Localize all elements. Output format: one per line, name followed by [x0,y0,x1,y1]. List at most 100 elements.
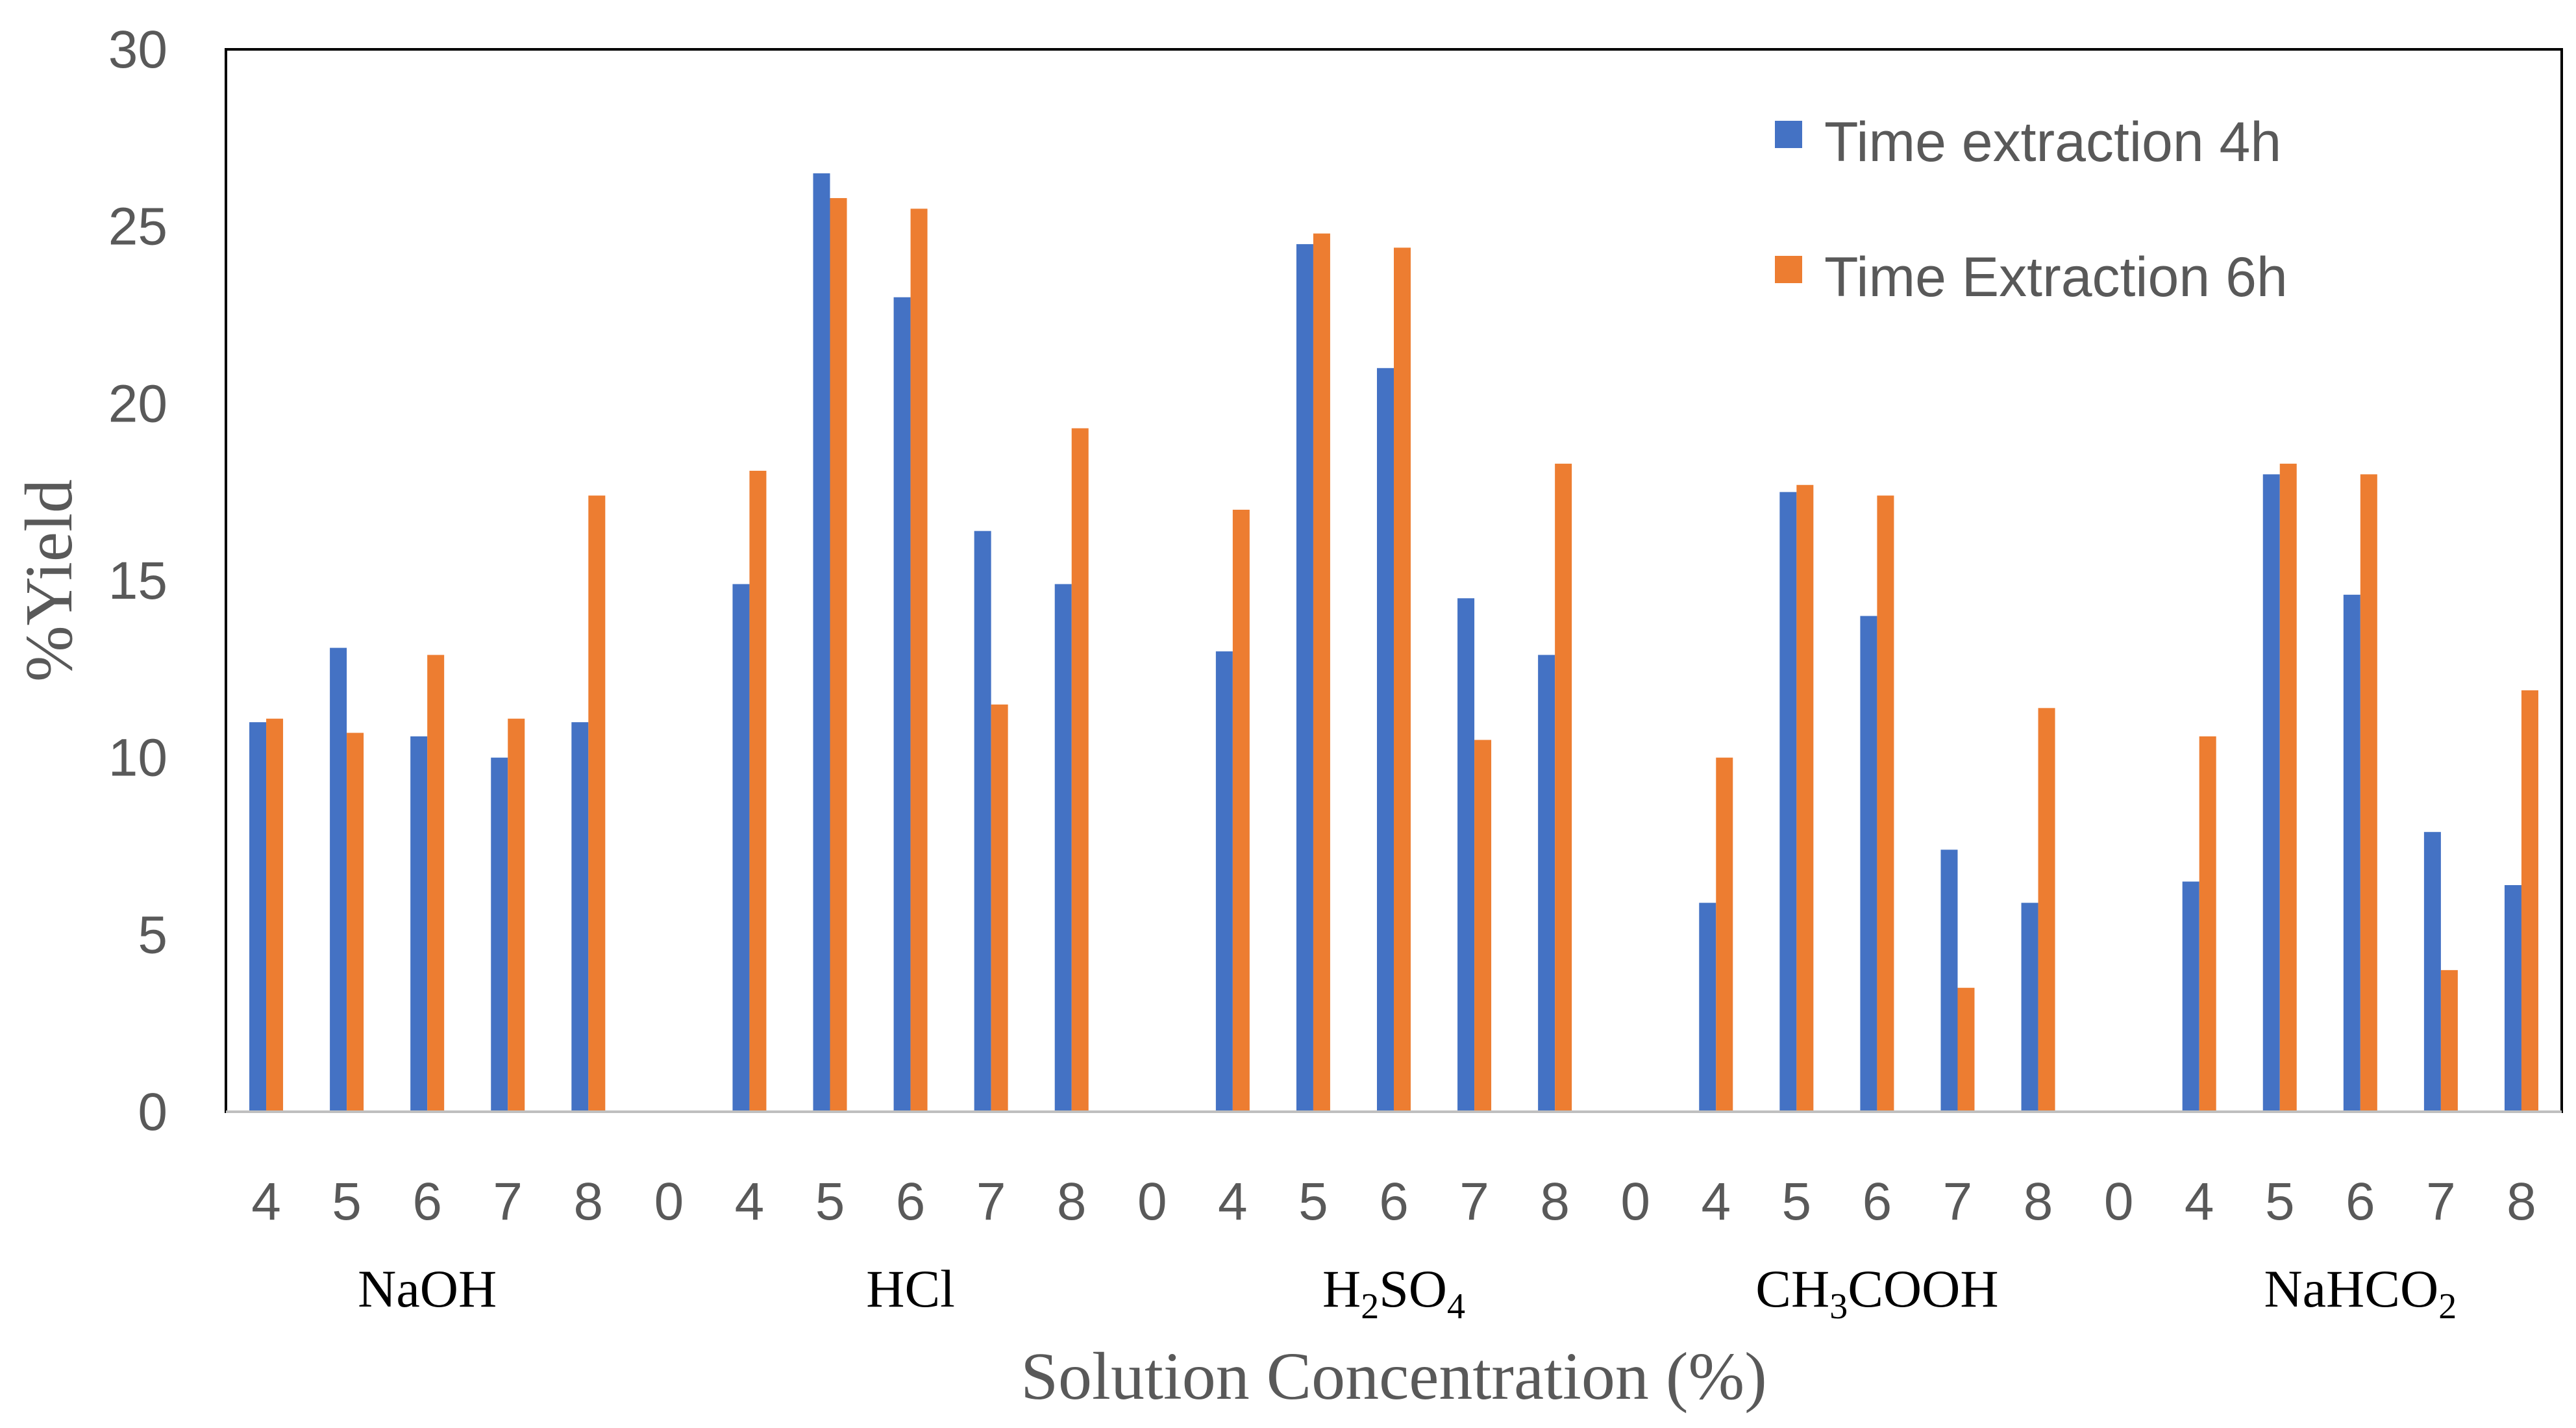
x-tick-label: 0 [2104,1172,2134,1231]
bar-6h [910,208,928,1112]
x-tick-label: 8 [2024,1172,2053,1231]
x-tick-label: 0 [1137,1172,1167,1231]
x-tick-label: 7 [976,1172,1006,1231]
bar-6h [2521,690,2538,1112]
bar-6h [1474,740,1492,1112]
bar-6h [1071,428,1089,1112]
x-tick-label: 6 [1379,1172,1409,1231]
bar-4h [2262,474,2280,1112]
x-axis-title: Solution Concentration (%) [1021,1339,1767,1414]
bar-4h [1377,368,1394,1112]
bar-6h [830,198,847,1112]
bar-4h [893,297,911,1112]
group-label-h2so4: H2SO4 [1322,1259,1465,1327]
bar-6h [2440,970,2458,1112]
group-labels: NaOH HCl H2SO4 CH3COOH NaHCO2 [358,1259,2457,1327]
bar-6h [347,733,364,1112]
bar-4h [491,757,508,1112]
bar-6h [1796,484,1814,1112]
bar-6h [991,704,1008,1112]
y-tick-label: 0 [138,1083,167,1142]
x-tick-label: 8 [2507,1172,2536,1231]
bar-4h [2423,832,2441,1112]
bar-6h [749,470,767,1112]
x-tick-label: 8 [1540,1172,1570,1231]
y-tick-label: 25 [108,197,167,257]
x-tick-label: 7 [2426,1172,2456,1231]
bar-4h [1054,584,1072,1112]
bar-4h [1296,244,1313,1112]
y-tick-label: 15 [108,551,167,610]
legend-swatch-4h [1775,121,1802,148]
legend-label-6h: Time Extraction 6h [1824,246,2288,308]
bar-4h [813,173,830,1112]
y-axis-ticks: 0 5 10 15 20 25 30 [108,20,167,1142]
bar-4h [974,531,991,1112]
bar-4h [1940,849,1958,1112]
bar-6h [1232,509,1250,1112]
x-tick-label: 4 [251,1172,281,1231]
x-tick-label: 5 [815,1172,845,1231]
x-tick-label: 7 [493,1172,523,1231]
bar-6h [2038,708,2055,1112]
bar-6h [1313,233,1330,1112]
bar-4h [1699,903,1716,1112]
bar-6h [508,718,525,1112]
x-tick-label: 0 [1620,1172,1650,1231]
bar-4h [1457,598,1475,1112]
bar-6h [1957,988,1975,1112]
bar-6h [427,655,445,1112]
bar-6h [588,495,606,1112]
x-tick-label: 4 [1701,1172,1731,1231]
x-tick-label: 8 [1057,1172,1087,1231]
bar-4h [1860,616,1877,1112]
x-tick-label: 8 [574,1172,604,1231]
x-tick-label: 6 [412,1172,442,1231]
legend-swatch-6h [1775,256,1802,283]
bar-4h [2182,881,2199,1112]
y-tick-label: 30 [108,20,167,79]
bar-4h [249,722,267,1112]
bars [249,173,2538,1112]
x-tick-label: 7 [1459,1172,1489,1231]
y-tick-label: 5 [138,905,167,964]
x-tick-label: 5 [2265,1172,2295,1231]
x-tick-label: 0 [654,1172,684,1231]
x-tick-label: 6 [896,1172,926,1231]
x-tick-label: 5 [332,1172,362,1231]
group-label-hcl: HCl [866,1259,955,1318]
y-tick-label: 10 [108,729,167,788]
bar-4h [2343,594,2360,1112]
x-tick-label: 5 [1298,1172,1328,1231]
y-axis-title: %Yield [12,479,86,682]
bar-4h [410,736,428,1112]
x-tick-label: 7 [1943,1172,1973,1231]
bar-6h [2279,464,2297,1112]
x-tick-label: 5 [1782,1172,1812,1231]
x-tick-label: 4 [2185,1172,2214,1231]
bar-4h [732,584,750,1112]
group-label-ch3cooh: CH3COOH [1755,1259,1998,1327]
bar-6h [1877,495,1894,1112]
legend: Time extraction 4h Time Extraction 6h [1775,111,2288,308]
bar-4h [1215,651,1233,1112]
x-tick-label: 6 [2346,1172,2375,1231]
x-tick-label: 4 [1218,1172,1248,1231]
bar-6h [1394,247,1411,1112]
bar-4h [1538,655,1555,1112]
bar-6h [2360,474,2377,1112]
group-label-nahco2: NaHCO2 [2264,1259,2457,1327]
group-label-naoh: NaOH [358,1259,497,1318]
bar-6h [1716,757,1733,1112]
bar-4h [2504,884,2521,1112]
x-tick-label: 6 [1863,1172,1892,1231]
bar-6h [266,718,284,1112]
bar-4h [330,647,347,1112]
bar-4h [1779,492,1797,1112]
y-tick-label: 20 [108,374,167,433]
bar-4h [571,722,589,1112]
x-tick-label: 4 [735,1172,765,1231]
bar-4h [2021,903,2038,1112]
